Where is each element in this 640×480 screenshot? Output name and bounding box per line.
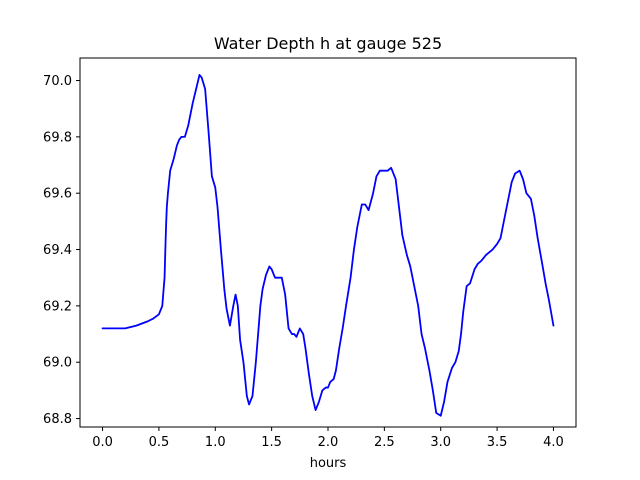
y-tick-label: 70.0	[43, 74, 72, 89]
series-line-0	[101, 74, 555, 417]
y-tick-label: 69.4	[43, 243, 72, 258]
y-tick-label: 69.8	[43, 130, 72, 145]
x-tick-label: 1.0	[205, 435, 226, 450]
x-tick-label: 4.0	[543, 435, 564, 450]
y-tick-label: 69.0	[43, 356, 72, 371]
x-tick-label: 2.5	[374, 435, 395, 450]
axis-ticks: 0.0 0.5 1.0 1.5 2.0 2.5 3.0 3.5 4.0 68.8 69.0 69.2 6…	[43, 74, 564, 450]
series-group	[101, 74, 555, 417]
chart-title: Water Depth h at gauge 525	[214, 34, 442, 53]
x-tick-label: 0.5	[149, 435, 170, 450]
x-tick-label: 3.0	[430, 435, 451, 450]
x-tick-label: 3.5	[487, 435, 508, 450]
x-axis-label: hours	[310, 456, 347, 471]
x-tick-label: 0.0	[92, 435, 113, 450]
x-tick-label: 2.0	[318, 435, 339, 450]
y-tick-label: 68.8	[43, 412, 72, 427]
y-tick-label: 69.2	[43, 299, 72, 314]
y-tick-label: 69.6	[43, 187, 72, 202]
plot-area	[80, 58, 576, 427]
x-tick-label: 1.5	[261, 435, 282, 450]
plot-frame	[79, 57, 577, 428]
